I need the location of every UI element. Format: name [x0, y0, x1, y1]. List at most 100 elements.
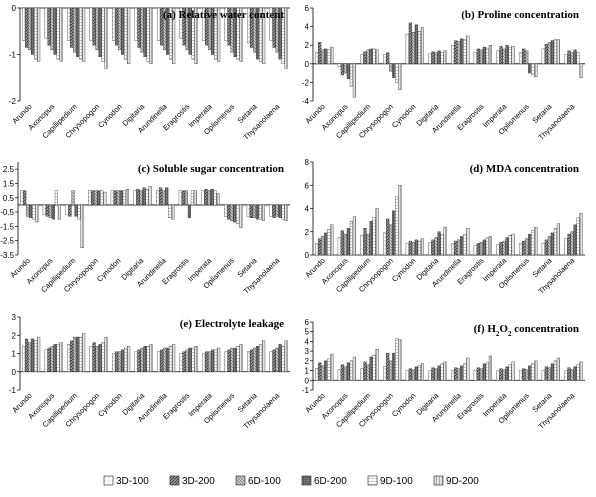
bar	[553, 360, 557, 381]
bar	[579, 361, 583, 381]
bar	[405, 243, 409, 256]
bar	[22, 346, 26, 372]
bar	[386, 352, 390, 381]
bar	[70, 7, 74, 48]
category-label: Cynodon	[95, 256, 123, 284]
bar	[573, 366, 577, 381]
bar	[275, 7, 279, 53]
bar	[210, 189, 214, 206]
bar	[528, 63, 532, 74]
bar	[281, 7, 285, 64]
bar	[230, 204, 234, 221]
bar	[463, 363, 467, 381]
bar	[77, 204, 81, 220]
bar	[479, 368, 483, 381]
bar	[330, 224, 334, 256]
bar	[315, 243, 319, 256]
bar	[262, 340, 266, 372]
legend-swatch	[367, 475, 378, 486]
y-tick-label: 1	[12, 350, 17, 359]
bar	[389, 63, 393, 72]
y-tick-label: 5	[305, 328, 310, 337]
bar	[457, 41, 461, 64]
bar	[101, 7, 105, 62]
bar	[485, 237, 489, 256]
bar	[124, 347, 128, 372]
bar	[522, 240, 526, 256]
bar	[534, 226, 538, 256]
bar	[281, 204, 285, 220]
bar	[76, 7, 80, 58]
bar	[88, 190, 92, 206]
bar	[188, 7, 192, 55]
bar	[89, 346, 93, 372]
bar	[466, 228, 470, 256]
bar	[392, 63, 396, 78]
bar	[160, 7, 164, 46]
bar	[553, 228, 557, 256]
bar	[508, 364, 512, 381]
legend-item: 6D-200	[301, 475, 347, 487]
bar	[252, 204, 256, 218]
chart-title: (c) Soluble sugar concentration	[138, 163, 284, 175]
bar	[59, 342, 63, 372]
y-tick-label: 1.5	[3, 179, 15, 188]
bar	[91, 190, 95, 206]
bar	[443, 50, 447, 64]
bar	[182, 7, 186, 46]
bar	[420, 27, 424, 64]
bar	[32, 204, 36, 220]
bar	[190, 190, 194, 206]
y-tick-label: 3	[12, 313, 17, 322]
bar	[408, 22, 412, 64]
bar	[208, 351, 212, 372]
bar	[34, 340, 38, 372]
chart-title: (a) Relative water content	[163, 9, 284, 21]
bar	[502, 369, 506, 381]
bar	[37, 336, 41, 372]
bar	[567, 50, 571, 64]
bar	[211, 7, 215, 55]
bar	[519, 370, 523, 381]
bar	[363, 228, 367, 256]
bar	[318, 238, 322, 256]
bar	[239, 204, 243, 228]
bar	[327, 49, 331, 64]
bar	[398, 185, 402, 256]
bar	[451, 243, 455, 256]
bar	[25, 338, 29, 372]
bar	[230, 347, 234, 372]
bar	[47, 7, 51, 46]
bar	[187, 204, 191, 218]
bar	[133, 190, 137, 206]
legend-item: 9D-100	[367, 475, 413, 487]
bar	[249, 204, 253, 218]
bar	[460, 38, 464, 64]
bar	[284, 7, 288, 69]
bar	[146, 346, 150, 372]
bar	[346, 63, 350, 79]
bar	[230, 7, 234, 53]
bar	[119, 190, 123, 206]
bar	[116, 190, 120, 206]
bar	[76, 336, 80, 372]
bar	[73, 336, 77, 372]
bar	[25, 7, 29, 48]
bar	[272, 7, 276, 48]
chart-panel-4: 02468ArundoAxonopusCapillipediumChrysopo…	[303, 158, 585, 296]
bar	[272, 204, 276, 218]
bar	[482, 363, 486, 381]
bar	[473, 52, 477, 64]
y-tick-label: -1	[302, 386, 310, 395]
bar	[431, 367, 435, 381]
bar	[473, 245, 477, 256]
bar	[330, 353, 334, 381]
y-tick-label: 2	[305, 228, 310, 237]
bar	[247, 351, 251, 372]
bar	[275, 347, 279, 372]
bar	[420, 363, 424, 381]
bar	[89, 7, 93, 41]
y-tick-label: 1	[305, 367, 310, 376]
bar	[171, 204, 175, 220]
